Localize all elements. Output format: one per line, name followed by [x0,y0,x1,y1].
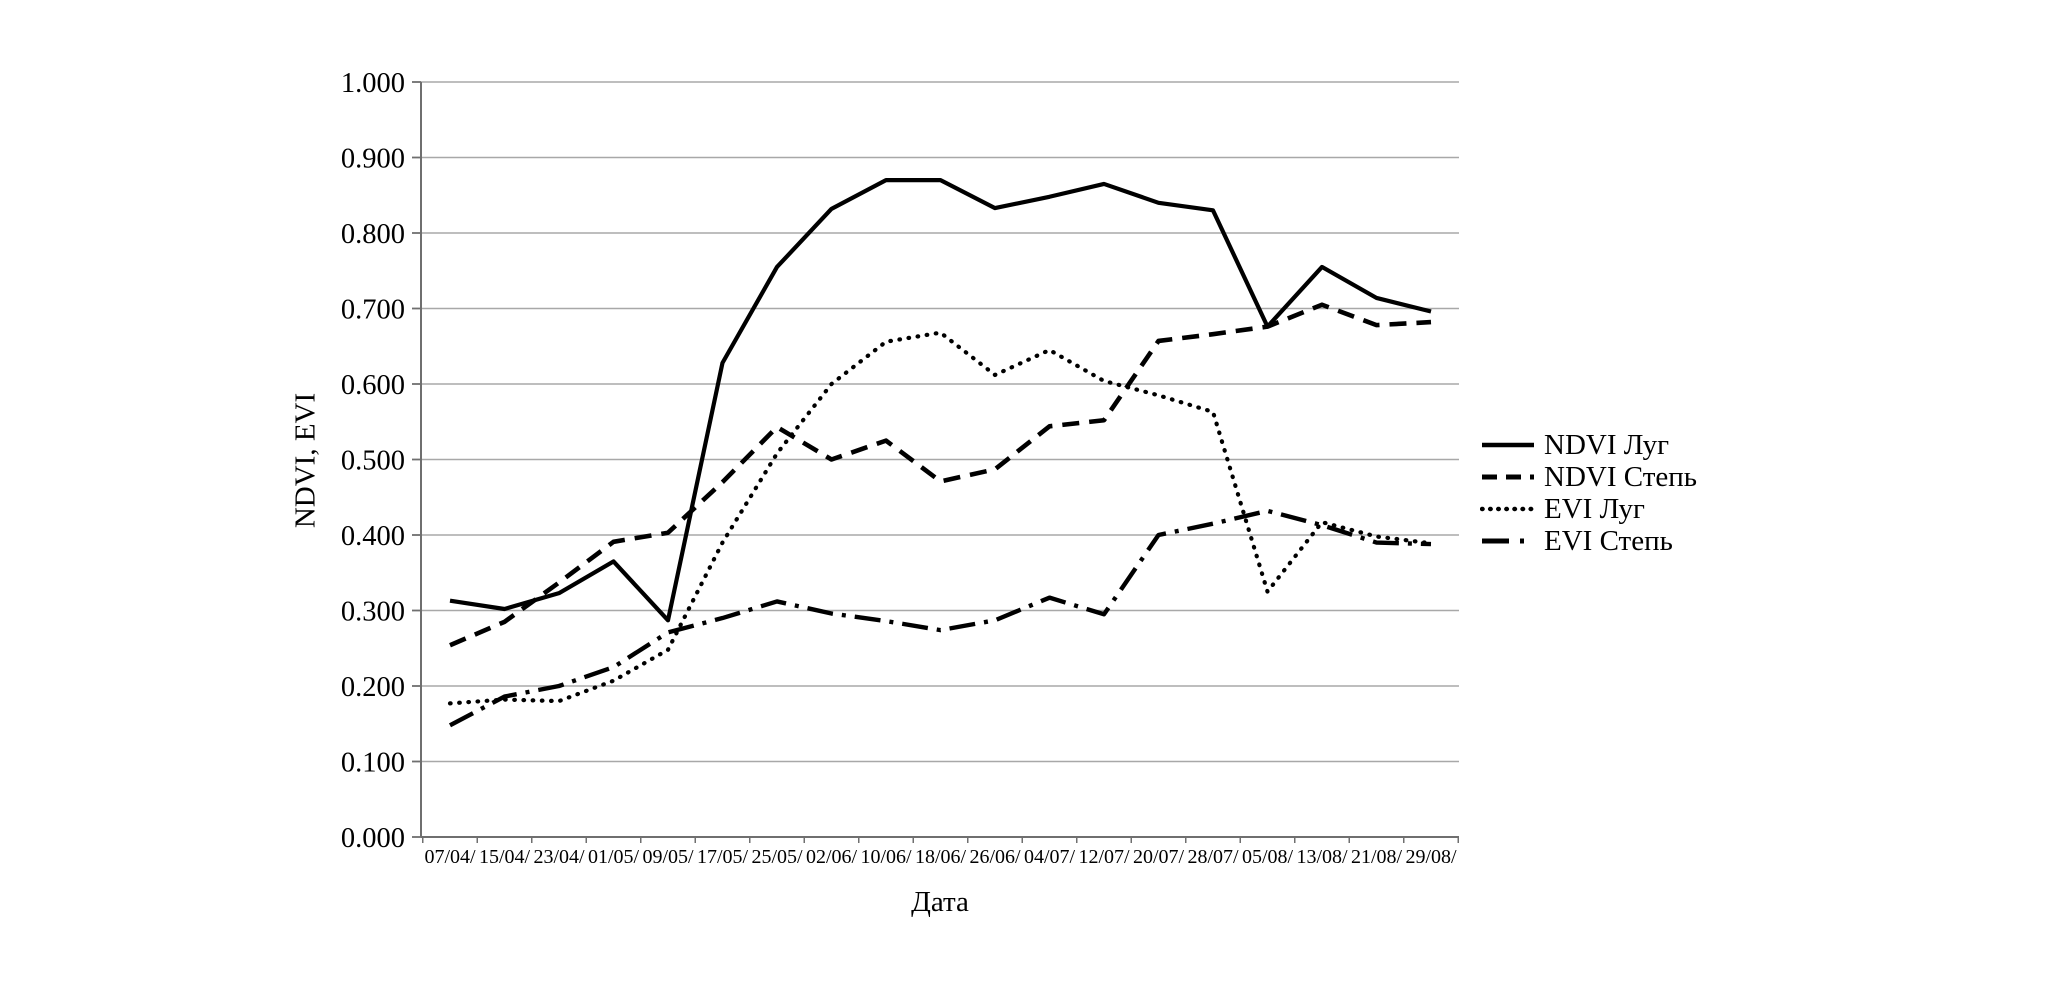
x-tick-label: 29/08/ [1405,846,1457,868]
y-tick-label: 0.300 [341,597,405,628]
y-tick-label: 0.700 [341,295,405,326]
x-tick-label: 02/06/ [806,846,858,868]
x-tick-label: 15/04/ [479,846,531,868]
legend-line-solid-icon [1482,442,1534,448]
y-tick-label: 0.800 [341,219,405,250]
x-tick-label: 23/04/ [533,846,585,868]
legend-line-dashed-icon [1482,474,1534,480]
legend-label: EVI Луг [1544,493,1645,525]
x-tick-label: 28/07/ [1187,846,1239,868]
x-tick-label: 20/07/ [1133,846,1185,868]
y-tick-label: 0.100 [341,748,405,779]
legend-line-dashdot-icon [1482,538,1534,544]
x-tick-label: 07/04/ [424,846,476,868]
x-tick-label: 21/08/ [1351,846,1403,868]
y-tick-label: 0.000 [341,823,405,854]
x-tick-label: 25/05/ [751,846,803,868]
x-tick-label: 05/08/ [1242,846,1294,868]
series-line-dotted [447,330,1434,706]
legend-label: NDVI Степь [1544,461,1697,493]
legend-label: NDVI Луг [1544,429,1670,461]
legend: NDVI Луг NDVI Степь EVI Луг EVI Степь [1480,429,1697,557]
legend-item-ndvi-lug: NDVI Луг [1480,429,1697,461]
series-line-dashdot [448,508,1432,728]
y-tick-label: 0.500 [341,446,405,477]
x-tick-label: 10/06/ [860,846,912,868]
y-tick-label: 0.900 [341,144,405,175]
legend-line-dotted-icon [1480,506,1537,512]
x-tick-label: 09/05/ [642,846,694,868]
x-tick-label: 13/08/ [1296,846,1348,868]
x-tick-label: 17/05/ [697,846,749,868]
x-axis-title: Дата [911,886,969,918]
series-line-dashed [449,302,1432,648]
legend-label: EVI Степь [1544,525,1673,557]
x-tick-label: 26/06/ [969,846,1021,868]
y-tick-label: 1.000 [341,68,405,99]
y-tick-label: 0.400 [341,521,405,552]
y-tick-label: 0.600 [341,370,405,401]
x-tick-label: 12/07/ [1078,846,1130,868]
y-axis-title: NDVI, EVI [289,392,322,529]
legend-item-evi-lug: EVI Луг [1480,493,1697,525]
legend-item-ndvi-step: NDVI Степь [1480,461,1697,493]
x-tick-label: 18/06/ [915,846,967,868]
legend-item-evi-step: EVI Степь [1480,525,1697,557]
x-tick-label: 01/05/ [588,846,640,868]
y-tick-label: 0.200 [341,672,405,703]
x-tick-label: 04/07/ [1024,846,1076,868]
